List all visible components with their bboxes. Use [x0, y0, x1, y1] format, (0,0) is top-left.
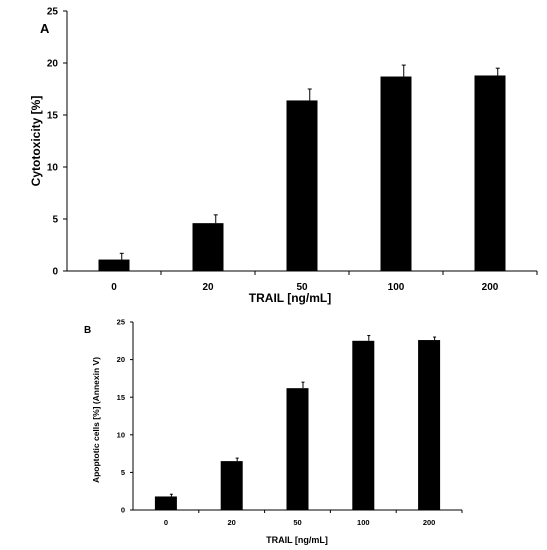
panel-b-y-tick-label: 10 — [117, 430, 125, 439]
panel-a-x-tick-label: 50 — [296, 282, 308, 293]
panel-a-y-tick-label: 10 — [47, 163, 59, 174]
panel-b-bar — [154, 496, 177, 510]
panel-a-error-bars — [119, 64, 500, 260]
panel-b-y-tick-label: 0 — [121, 506, 125, 515]
panel-a-chart: A 0 5 10 15 20 25 0 20 50 100 200 TRAIL [ng/mL] C… — [29, 7, 538, 305]
panel-a-y-ticks: 0 5 10 15 20 25 — [47, 7, 67, 278]
panel-b-error-bars — [169, 335, 437, 497]
panel-a-bar — [98, 259, 130, 271]
panel-b-y-tick-label: 15 — [117, 393, 125, 402]
panel-b-y-tick-label: 20 — [117, 355, 125, 364]
panel-b-bar — [286, 388, 309, 510]
panel-a-y-tick-label: 25 — [47, 7, 59, 18]
panel-a-x-ticks: 0 20 50 100 200 — [111, 271, 538, 293]
panel-a-bar — [474, 75, 506, 271]
panel-a-y-tick-label: 0 — [52, 267, 58, 278]
panel-b-x-tick-label: 100 — [357, 518, 370, 527]
panel-a-bar — [192, 223, 224, 271]
panel-a-x-tick-label: 0 — [111, 282, 117, 293]
panel-a-y-axis-title: Cytotoxicity [%] — [29, 96, 43, 187]
panel-a-label: A — [40, 21, 50, 36]
panel-a-x-tick-label: 20 — [202, 282, 214, 293]
panel-a-y-tick-label: 20 — [47, 59, 59, 70]
panel-b-x-tick-label: 0 — [164, 518, 168, 527]
panel-a-x-tick-label: 200 — [482, 282, 499, 293]
panel-a-bar — [380, 76, 412, 272]
panel-b-x-tick-label: 20 — [228, 518, 236, 527]
panel-b-x-axis-title: TRAIL [ng/mL] — [266, 535, 328, 545]
panel-a-x-tick-label: 100 — [388, 282, 405, 293]
panel-b-y-axis-title: Apoptotic cells [%] (Annexin V) — [91, 357, 101, 483]
panel-b-bar — [220, 461, 243, 510]
panel-a-y-tick-label: 15 — [47, 111, 59, 122]
panel-b-label: B — [84, 325, 91, 336]
panel-a-x-axis-title: TRAIL [ng/mL] — [249, 291, 331, 305]
panel-b-bar — [418, 340, 441, 510]
panel-b-x-tick-label: 50 — [293, 518, 301, 527]
panel-b-y-tick-label: 5 — [121, 468, 125, 477]
panel-b-x-ticks: 0 20 50 100 200 — [164, 510, 463, 527]
panel-b-bar — [352, 340, 375, 510]
panel-a-y-tick-label: 5 — [52, 215, 58, 226]
panel-b-x-tick-label: 200 — [423, 518, 436, 527]
panel-b-y-ticks: 0 5 10 15 20 25 — [117, 318, 133, 515]
panel-a-bar — [286, 100, 318, 271]
panel-b-y-tick-label: 25 — [117, 318, 125, 327]
panel-a-bars — [98, 75, 506, 272]
panel-b-bars — [154, 340, 441, 510]
panel-b-chart: B 0 5 10 15 20 25 0 20 50 100 200 TRAIL [ng/mL] A… — [84, 318, 463, 545]
